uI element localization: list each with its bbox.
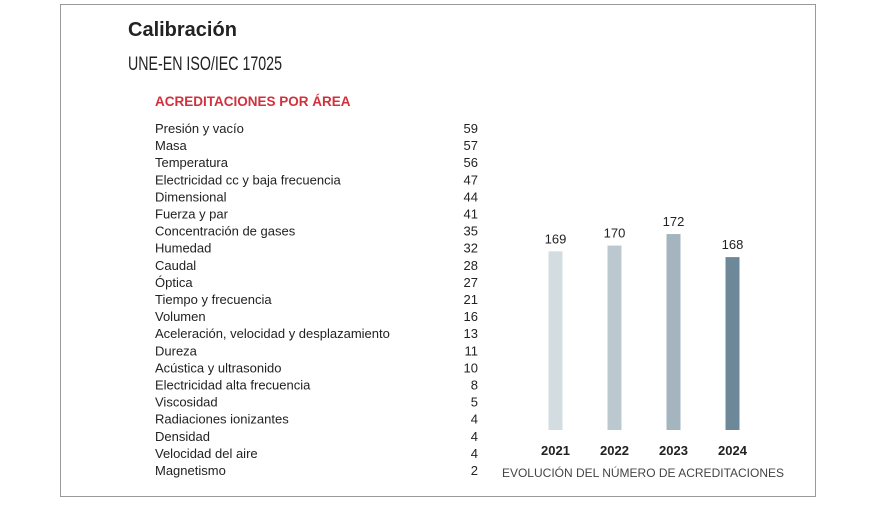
x-tick-label: 2021 [541,443,570,458]
row-label: Concentración de gases [155,224,296,239]
data-label: 169 [545,231,567,246]
row-label: Masa [155,138,188,153]
row-value: 4 [471,446,478,461]
row-value: 2 [471,463,478,478]
table: Presión y vacío 59 Masa 57 Temperatura 56 Elec… [155,121,478,478]
bar [725,257,740,430]
data-label: 172 [663,214,685,229]
frame [60,4,816,497]
row-label: Densidad [155,429,210,444]
row-value: 10 [464,360,478,375]
data-label: 168 [722,237,744,252]
chart: 169 2021 170 2022 172 2023 168 2024 [541,214,748,458]
row-label: Velocidad del aire [155,446,258,461]
row-value: 13 [464,326,478,341]
x-axis-label: EVOLUCIÓN DEL NÚMERO DE ACREDITACIONES [502,465,784,480]
subtitle: UNE-EN ISO/IEC 17025 [128,54,282,75]
bar [666,234,681,430]
row-label: Electricidad alta frecuencia [155,378,311,393]
row-value: 57 [464,138,478,153]
bar [607,245,622,430]
row-label: Magnetismo [155,463,226,478]
row-label: Volumen [155,309,206,324]
x-tick-label: 2023 [659,443,688,458]
row-value: 41 [464,207,478,222]
row-label: Humedad [155,241,211,256]
row-label: Aceleración, velocidad y desplazamiento [155,326,390,341]
row-label: Dimensional [155,189,227,204]
row-label: Viscosidad [155,395,218,410]
row-value: 27 [464,275,478,290]
row-value: 47 [464,172,478,187]
row-value: 5 [471,395,478,410]
row-value: 35 [464,224,478,239]
table-heading: ACREDITACIONES POR ÁREA [155,94,351,109]
row-value: 59 [464,121,478,136]
row-value: 8 [471,378,478,393]
row-value: 21 [464,292,478,307]
row-value: 11 [465,343,479,358]
row-value: 44 [464,189,478,204]
row-label: Caudal [155,258,196,273]
row-label: Dureza [155,343,198,358]
row-value: 28 [464,258,478,273]
row-label: Electricidad cc y baja frecuencia [155,172,341,187]
title: Calibración [128,19,237,41]
row-label: Presión y vacío [155,121,244,136]
row-label: Tiempo y frecuencia [155,292,272,307]
bar [548,251,563,430]
data-label: 170 [604,226,626,241]
row-label: Óptica [155,275,193,290]
row-value: 4 [471,412,478,427]
row-label: Acústica y ultrasonido [155,360,281,375]
x-tick-label: 2024 [718,443,748,458]
x-tick-label: 2022 [600,443,629,458]
row-label: Radiaciones ionizantes [155,412,289,427]
row-value: 32 [464,241,478,256]
row-label: Fuerza y par [155,207,229,222]
row-label: Temperatura [155,155,229,170]
row-value: 56 [464,155,478,170]
row-value: 4 [471,429,478,444]
row-value: 16 [464,309,478,324]
